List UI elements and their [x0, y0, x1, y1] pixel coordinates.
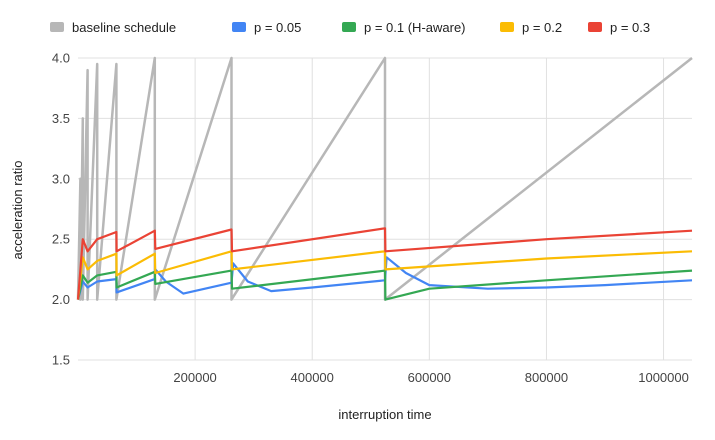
y-tick-label: 3.0 — [52, 171, 70, 186]
y-tick-label: 1.5 — [52, 353, 70, 368]
y-tick-label: 4.0 — [52, 51, 70, 66]
legend-swatch — [342, 22, 356, 32]
legend-label: p = 0.05 — [254, 20, 301, 35]
legend-label: p = 0.2 — [522, 20, 562, 35]
legend-swatch — [500, 22, 514, 32]
x-tick-label: 1000000 — [638, 370, 689, 385]
legend-item-2: p = 0.1 (H-aware) — [342, 20, 466, 35]
x-axis-title: interruption time — [338, 407, 431, 422]
legend-swatch — [232, 22, 246, 32]
y-tick-label: 3.5 — [52, 111, 70, 126]
legend-item-4: p = 0.3 — [588, 20, 650, 35]
x-tick-label: 600000 — [408, 370, 451, 385]
x-tick-label: 400000 — [291, 370, 334, 385]
legend-item-1: p = 0.05 — [232, 20, 301, 35]
legend-item-3: p = 0.2 — [500, 20, 562, 35]
legend-item-0: baseline schedule — [50, 20, 176, 35]
y-axis-title: acceleration ratio — [10, 161, 25, 260]
x-tick-label: 200000 — [173, 370, 216, 385]
y-tick-label: 2.5 — [52, 232, 70, 247]
series-line-4 — [76, 227, 693, 300]
legend-label: baseline schedule — [72, 20, 176, 35]
series-line-2 — [76, 269, 693, 301]
legend-swatch — [50, 22, 64, 32]
legend: baseline schedule p = 0.05 p = 0.1 (H-awar… — [50, 20, 650, 35]
series-line-3 — [76, 250, 693, 300]
series-layer — [76, 56, 693, 301]
legend-swatch — [588, 22, 602, 32]
series-line-0 — [76, 56, 693, 301]
legend-label: p = 0.1 (H-aware) — [364, 20, 466, 35]
y-tick-label: 2.0 — [52, 292, 70, 307]
x-tick-label: 800000 — [525, 370, 568, 385]
legend-label: p = 0.3 — [610, 20, 650, 35]
axis-layer: 1.5 2.0 2.5 3.0 3.5 4.0 200000 400000 600000 8000… — [52, 51, 689, 386]
